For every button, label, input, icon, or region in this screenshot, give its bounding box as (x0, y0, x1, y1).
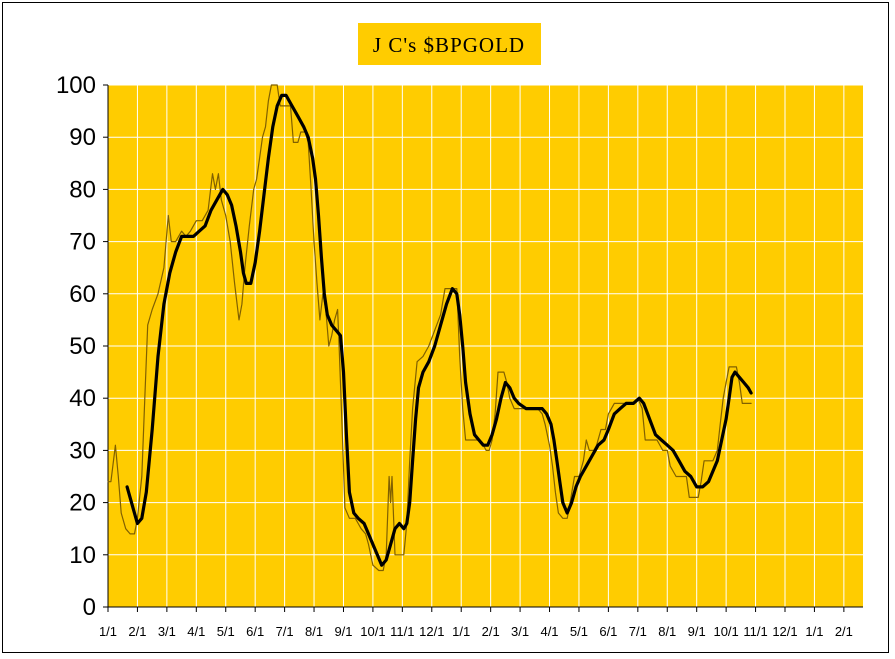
x-tick-label: 9/1 (688, 624, 706, 639)
series-lines (107, 84, 753, 572)
x-tick-label: 9/1 (334, 624, 352, 639)
x-tick-label: 4/1 (540, 624, 558, 639)
x-tick-label: 2/1 (835, 624, 853, 639)
x-tick-label: 6/1 (246, 624, 264, 639)
y-tick-label: 90 (69, 124, 96, 151)
x-tick-label: 2/1 (128, 624, 146, 639)
y-tick-label: 30 (69, 437, 96, 464)
x-tick-label: 1/1 (99, 624, 117, 639)
x-tick-label: 11/1 (743, 624, 767, 639)
x-tick-label: 5/1 (570, 624, 588, 639)
y-tick-label: 20 (69, 490, 96, 517)
x-tick-label: 3/1 (158, 624, 176, 639)
chart-frame: J C's $BPGOLD 0 10 20 30 40 50 60 70 80 90 100 1/1… (2, 2, 889, 653)
x-tick-label: 2/1 (482, 624, 500, 639)
y-tick-label: 0 (83, 594, 96, 621)
x-tick-label: 1/1 (805, 624, 823, 639)
x-tick-label: 11/1 (390, 624, 414, 639)
y-tick-label: 100 (56, 72, 96, 99)
y-tick-label: 10 (69, 542, 96, 569)
x-tick-label: 12/1 (419, 624, 444, 639)
x-tick-label: 8/1 (658, 624, 676, 639)
x-tick-label: 7/1 (276, 624, 294, 639)
x-tick-label: 12/1 (772, 624, 797, 639)
y-tick-label: 40 (69, 385, 96, 412)
x-tick-label: 4/1 (187, 624, 205, 639)
y-tick-label: 50 (69, 333, 96, 360)
grid-lines (108, 84, 863, 607)
chart-title: J C's $BPGOLD (373, 33, 525, 57)
y-tick-label: 60 (69, 281, 96, 308)
x-tick-label: 8/1 (305, 624, 323, 639)
chart-svg: J C's $BPGOLD 0 10 20 30 40 50 60 70 80 90 100 1/1… (56, 23, 863, 639)
y-tick-label: 70 (69, 229, 96, 256)
x-tick-label: 10/1 (360, 624, 385, 639)
x-tick-label: 7/1 (629, 624, 647, 639)
x-tick-labels: 1/1 2/1 3/1 4/1 5/1 6/1 7/1 8/1 9/1 10/1 11/1 12/1 1… (99, 607, 853, 639)
y-tick-label: 80 (69, 176, 96, 203)
x-tick-label: 3/1 (511, 624, 529, 639)
series-smoothed-line (125, 93, 753, 567)
x-tick-label: 10/1 (713, 624, 738, 639)
x-tick-label: 6/1 (599, 624, 617, 639)
title-box (358, 23, 541, 65)
x-tick-label: 1/1 (452, 624, 470, 639)
y-tick-labels: 0 10 20 30 40 50 60 70 80 90 100 (56, 72, 108, 621)
x-tick-label: 5/1 (217, 624, 235, 639)
